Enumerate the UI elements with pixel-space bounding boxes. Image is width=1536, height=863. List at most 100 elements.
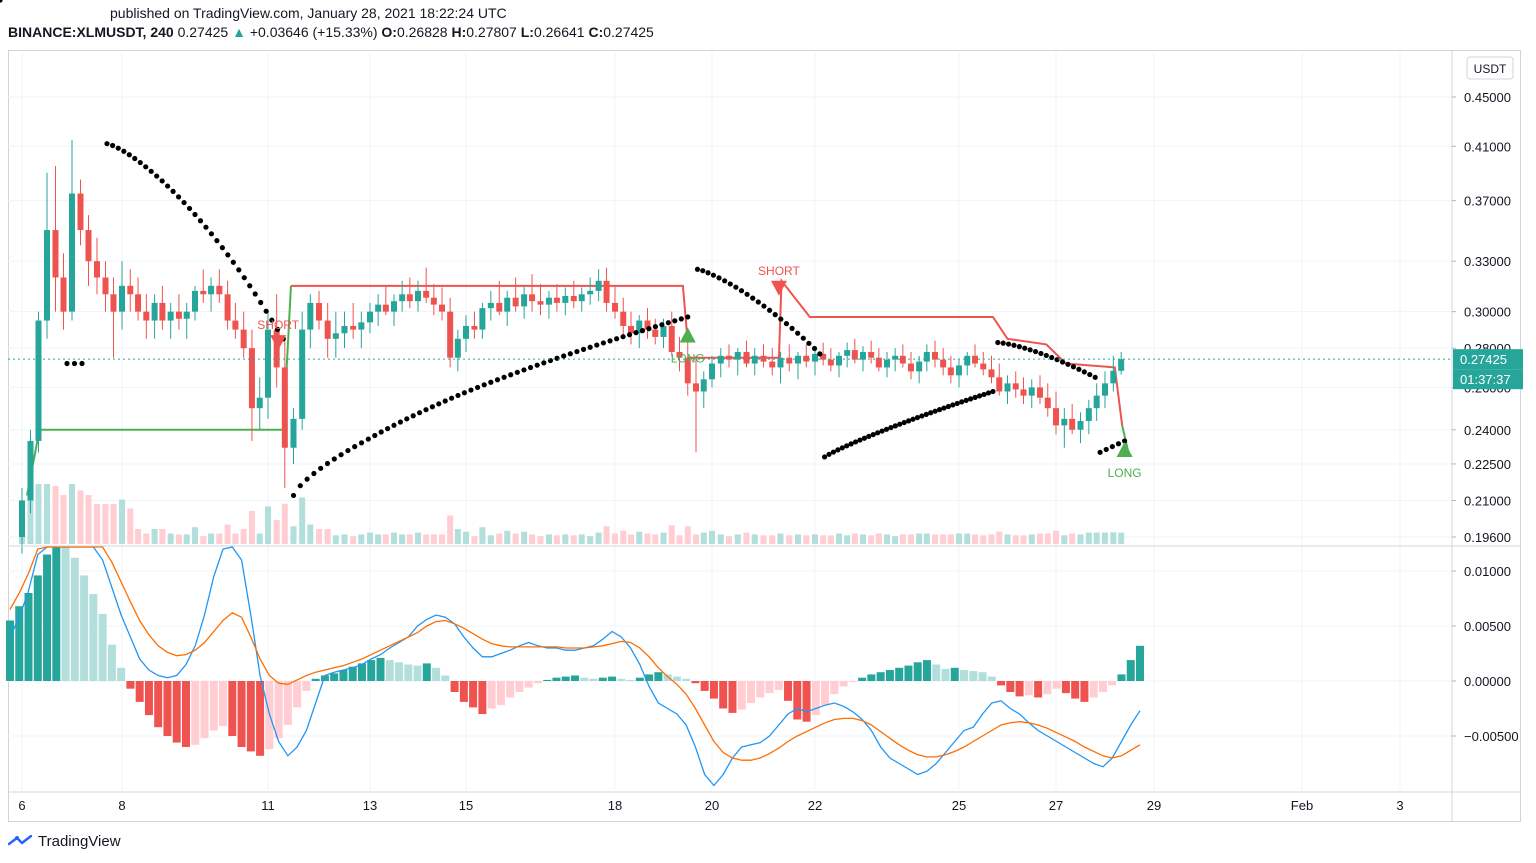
volume-bar xyxy=(382,534,389,544)
sar-dot xyxy=(252,291,258,297)
sar-dot xyxy=(527,364,534,371)
macd-histogram-bar xyxy=(107,644,116,681)
sar-dot xyxy=(716,275,722,281)
macd-histogram-bar xyxy=(191,681,200,745)
candle-body xyxy=(916,361,923,372)
candle-body xyxy=(636,320,643,334)
macd-histogram-bar xyxy=(413,665,422,681)
macd-histogram-bar xyxy=(404,664,413,681)
sar-dot xyxy=(678,316,684,322)
candle-body xyxy=(980,363,987,370)
sar-dot xyxy=(132,155,138,162)
macd-histogram-bar xyxy=(33,575,42,681)
volume-bar xyxy=(358,534,365,544)
macd-histogram-bar xyxy=(422,663,431,681)
high-value: 0.27807 xyxy=(466,24,517,40)
sar-dot xyxy=(626,332,633,338)
candle-body xyxy=(358,322,365,330)
time-tick-label: 6 xyxy=(18,798,25,813)
supertrend-short-segment xyxy=(290,284,689,343)
sar-dot xyxy=(778,316,784,322)
sar-dot xyxy=(906,418,912,424)
candle-body xyxy=(603,280,610,303)
candle-body xyxy=(273,329,280,368)
macd-histogram-bar xyxy=(932,664,941,681)
sar-dot xyxy=(733,284,739,290)
macd-histogram-bar xyxy=(357,663,366,681)
macd-histogram-bar xyxy=(1117,674,1126,681)
macd-histogram-bar xyxy=(1108,681,1117,686)
tradingview-logo[interactable]: TradingView xyxy=(8,833,121,850)
candle-body xyxy=(256,397,263,409)
sar-dot xyxy=(1097,449,1103,455)
chart-frame[interactable] xyxy=(8,50,1521,822)
candle-body xyxy=(175,311,182,319)
macd-histogram-bar xyxy=(320,675,329,681)
sar-dot xyxy=(324,460,331,467)
time-tick-label: 13 xyxy=(363,798,377,813)
sar-dot xyxy=(941,405,947,411)
candle-body xyxy=(102,277,109,295)
candle-body xyxy=(77,193,84,231)
volume-bar xyxy=(463,531,469,544)
sar-dot xyxy=(64,360,70,367)
sar-dot xyxy=(817,351,823,357)
sar-dot xyxy=(848,441,854,447)
volume-bar xyxy=(324,529,331,544)
sar-dot xyxy=(0,0,3,3)
price-tick-label: 0.37000 xyxy=(1464,194,1511,209)
volume-bar xyxy=(265,506,271,544)
macd-histogram-bar xyxy=(746,681,755,703)
candle-body xyxy=(988,369,995,378)
candle-body xyxy=(892,355,899,360)
volume-bar xyxy=(504,530,511,544)
sar-dot xyxy=(852,439,859,445)
sar-dot xyxy=(822,454,828,460)
macd-tick-label: 0.00500 xyxy=(1464,619,1511,634)
macd-histogram-bar xyxy=(654,672,663,681)
macd-histogram-bar xyxy=(765,681,774,694)
candle-body xyxy=(553,297,560,303)
macd-histogram-bar xyxy=(181,681,190,747)
candle-body xyxy=(777,357,784,368)
macd-histogram-bar xyxy=(728,681,737,713)
sar-dot xyxy=(981,391,987,398)
time-tick-label: 11 xyxy=(261,798,275,813)
sar-dot xyxy=(795,330,801,336)
sar-dot xyxy=(338,452,344,458)
high-label: H: xyxy=(451,24,467,40)
sar-dot xyxy=(391,422,397,428)
sar-dot xyxy=(269,317,275,323)
macd-histogram-bar xyxy=(24,593,33,681)
candle-body xyxy=(240,329,247,349)
volume-bar xyxy=(595,532,602,544)
candle-body xyxy=(1093,395,1100,409)
symbol-name[interactable]: BINANCE:XLMUSDT, 240 xyxy=(8,24,174,40)
sar-dot xyxy=(534,362,540,368)
sar-dot xyxy=(554,355,560,361)
volume-bar xyxy=(923,533,930,544)
volume-bar xyxy=(35,484,42,544)
candle-body xyxy=(1118,359,1125,371)
sar-dot xyxy=(783,321,790,327)
volume-bar xyxy=(102,504,109,544)
sar-dot xyxy=(1005,341,1012,347)
price-change: +0.03646 (+15.33%) xyxy=(249,24,378,40)
volume-bar xyxy=(725,536,732,544)
macd-histogram-bar xyxy=(561,676,570,681)
time-tick-label: 3 xyxy=(1396,798,1403,813)
volume-bar xyxy=(1069,533,1076,544)
volume-bar xyxy=(512,533,519,544)
sar-dot xyxy=(230,259,236,265)
sar-dot xyxy=(423,407,429,413)
sar-dot xyxy=(365,436,371,442)
sar-dot xyxy=(159,178,165,184)
macd-histogram-bar xyxy=(793,681,802,720)
candle-body xyxy=(350,325,357,330)
volume-bar xyxy=(751,534,758,544)
macd-histogram-bar xyxy=(98,613,107,681)
sar-dot xyxy=(1081,369,1087,375)
sar-dot xyxy=(318,465,324,471)
candle-body xyxy=(725,355,732,360)
